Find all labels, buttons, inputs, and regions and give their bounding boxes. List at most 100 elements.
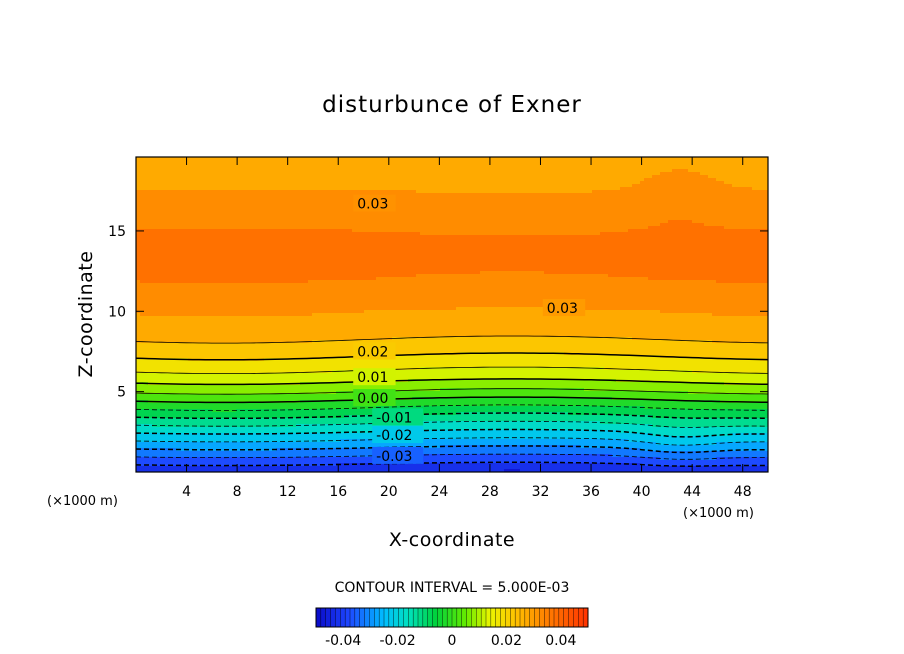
- contour-cell: [352, 178, 357, 182]
- contour-cell: [728, 220, 733, 224]
- contour-cell: [440, 184, 445, 188]
- contour-cell: [248, 205, 253, 209]
- contour-cell: [640, 178, 645, 182]
- contour-cell: [440, 175, 445, 179]
- contour-cell: [400, 196, 405, 200]
- contour-cell: [384, 178, 389, 182]
- contour-cell: [676, 190, 681, 194]
- contour-cell: [560, 181, 565, 185]
- contour-cell: [148, 211, 153, 215]
- contour-cell: [696, 244, 701, 248]
- contour-cell: [228, 226, 233, 230]
- contour-cell: [328, 229, 333, 233]
- contour-cell: [744, 244, 749, 248]
- contour-cell: [272, 211, 277, 215]
- contour-cell: [212, 166, 217, 170]
- contour-cell: [332, 172, 337, 176]
- contour-cell: [344, 232, 349, 236]
- contour-cell: [596, 160, 601, 164]
- contour-cell: [464, 190, 469, 194]
- contour-cell: [524, 202, 529, 206]
- contour-cell: [288, 196, 293, 200]
- contour-cell: [204, 193, 209, 197]
- contour-cell: [160, 160, 165, 164]
- contour-cell: [540, 217, 545, 221]
- contour-cell: [536, 214, 541, 218]
- contour-cell: [172, 226, 177, 230]
- contour-cell: [448, 235, 453, 239]
- contour-cell: [568, 157, 573, 161]
- contour-cell: [548, 181, 553, 185]
- contour-cell: [452, 211, 457, 215]
- contour-cell: [668, 211, 673, 215]
- contour-cell: [456, 235, 461, 239]
- contour-cell: [656, 157, 661, 161]
- contour-cell: [228, 184, 233, 188]
- contour-cell: [144, 196, 149, 200]
- contour-cell: [496, 226, 501, 230]
- contour-cell: [528, 247, 533, 251]
- contour-cell: [704, 187, 709, 191]
- contour-cell: [452, 202, 457, 206]
- contour-cell: [744, 187, 749, 191]
- contour-cell: [196, 211, 201, 215]
- contour-cell: [716, 232, 721, 236]
- contour-cell: [140, 181, 145, 185]
- contour-cell: [256, 214, 261, 218]
- contour-cell: [660, 226, 665, 230]
- contour-cell: [388, 169, 393, 173]
- contour-cell: [360, 190, 365, 194]
- contour-cell: [292, 226, 297, 230]
- contour-cell: [240, 211, 245, 215]
- contour-cell: [688, 238, 693, 242]
- contour-cell: [592, 196, 597, 200]
- contour-cell: [580, 202, 585, 206]
- contour-cell: [464, 175, 469, 179]
- contour-cell: [460, 184, 465, 188]
- contour-cell: [748, 193, 753, 197]
- contour-cell: [648, 184, 653, 188]
- contour-cell: [552, 241, 557, 245]
- contour-cell: [392, 190, 397, 194]
- contour-cell: [552, 235, 557, 239]
- contour-cell: [228, 190, 233, 194]
- contour-cell: [220, 232, 225, 236]
- contour-cell: [144, 175, 149, 179]
- contour-cell: [432, 205, 437, 209]
- contour-cell: [660, 217, 665, 221]
- contour-cell: [648, 202, 653, 206]
- contour-cell: [152, 193, 157, 197]
- contour-cell: [224, 202, 229, 206]
- contour-cell: [240, 229, 245, 233]
- contour-cell: [644, 226, 649, 230]
- contour-cell: [664, 193, 669, 197]
- contour-cell: [620, 181, 625, 185]
- contour-cell: [404, 199, 409, 203]
- contour-cell: [400, 247, 405, 251]
- contour-cell: [212, 211, 217, 215]
- contour-cell: [692, 208, 697, 212]
- contour-cell: [288, 181, 293, 185]
- contour-cell: [348, 226, 353, 230]
- contour-cell: [156, 211, 161, 215]
- contour-cell: [400, 184, 405, 188]
- contour-cell: [748, 211, 753, 215]
- contour-cell: [176, 235, 181, 239]
- contour-cell: [548, 235, 553, 239]
- contour-cell: [576, 187, 581, 191]
- contour-cell: [400, 157, 405, 161]
- contour-cell: [580, 184, 585, 188]
- contour-cell: [540, 175, 545, 179]
- contour-cell: [696, 217, 701, 221]
- contour-cell: [312, 205, 317, 209]
- contour-cell: [752, 178, 757, 182]
- contour-cell: [456, 196, 461, 200]
- contour-cell: [560, 196, 565, 200]
- contour-cell: [500, 175, 505, 179]
- contour-cell: [644, 196, 649, 200]
- contour-cell: [492, 247, 497, 251]
- contour-cell: [212, 247, 217, 251]
- contour-cell: [172, 220, 177, 224]
- contour-cell: [656, 241, 661, 245]
- contour-cell: [436, 211, 441, 215]
